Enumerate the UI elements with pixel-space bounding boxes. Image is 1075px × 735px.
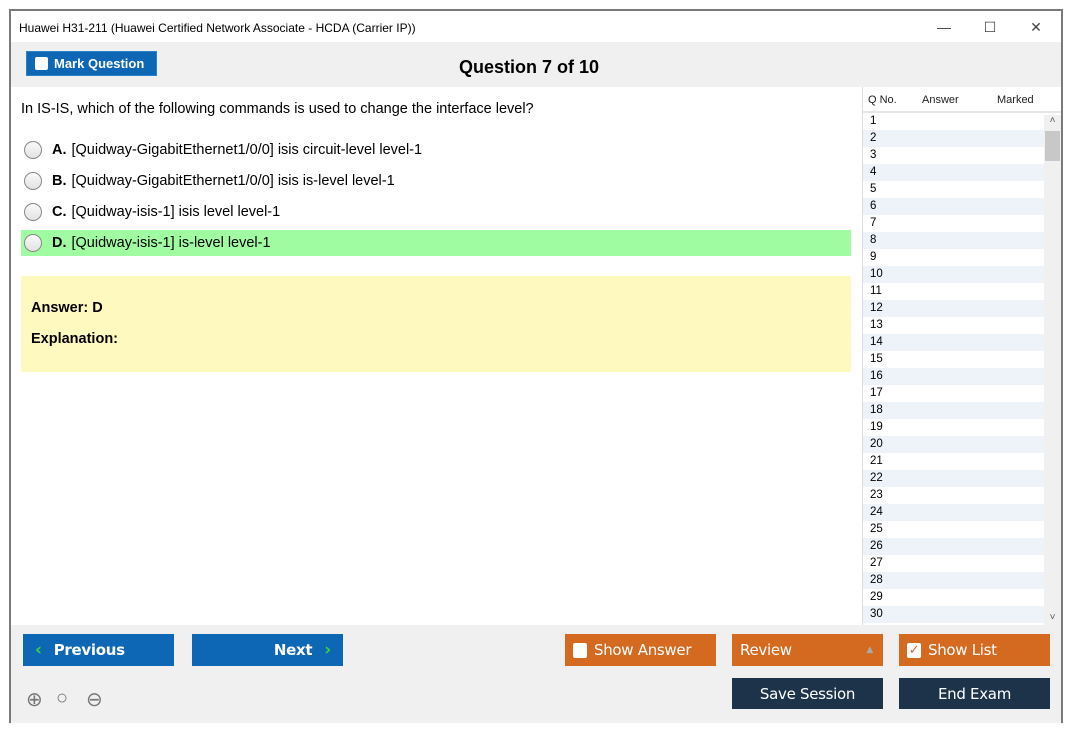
list-row[interactable]: 3 bbox=[870, 149, 877, 161]
radio-icon[interactable] bbox=[24, 141, 42, 159]
question-text: In IS-IS, which of the following command… bbox=[21, 101, 534, 117]
list-row[interactable]: 11 bbox=[870, 285, 882, 297]
radio-icon[interactable] bbox=[24, 203, 42, 221]
list-row[interactable]: 5 bbox=[870, 183, 877, 195]
list-row[interactable]: 21 bbox=[870, 455, 883, 467]
previous-button[interactable]: ‹ Previous bbox=[23, 634, 174, 666]
zoom-reset-icon[interactable]: ○ bbox=[56, 687, 69, 709]
option-a[interactable]: A. [Quidway-GigabitEthernet1/0/0] isis ci… bbox=[21, 137, 851, 163]
show-answer-label: Show Answer bbox=[594, 641, 692, 659]
radio-icon[interactable] bbox=[24, 234, 42, 252]
option-letter: C. bbox=[52, 204, 67, 220]
option-d[interactable]: D. [Quidway-isis-1] is-level level-1 bbox=[21, 230, 851, 256]
option-text: [Quidway-GigabitEthernet1/0/0] isis circ… bbox=[71, 142, 423, 158]
zoom-out-icon[interactable]: ⊖ bbox=[86, 689, 103, 711]
answer-box: Answer: D Explanation: bbox=[21, 276, 851, 372]
app-window: Huawei H31-211 (Huawei Certified Network… bbox=[9, 9, 1063, 723]
option-c[interactable]: C. [Quidway-isis-1] isis level level-1 bbox=[21, 199, 851, 225]
list-row[interactable]: 23 bbox=[870, 489, 883, 501]
review-dropdown[interactable]: Review ▲ bbox=[732, 634, 883, 666]
checkmark-icon: ✓ bbox=[907, 642, 921, 658]
list-row[interactable]: 7 bbox=[870, 217, 877, 229]
list-row[interactable]: 8 bbox=[863, 232, 1044, 249]
maximize-button[interactable]: ☐ bbox=[983, 19, 997, 35]
list-row[interactable]: 13 bbox=[870, 319, 883, 331]
scroll-down-icon[interactable]: ˅ bbox=[1049, 612, 1056, 623]
list-row[interactable]: 4 bbox=[863, 164, 1044, 181]
mark-question-label: Mark Question bbox=[54, 56, 145, 71]
minimize-button[interactable]: — bbox=[937, 19, 951, 35]
review-label: Review bbox=[740, 641, 792, 659]
list-row[interactable]: 15 bbox=[870, 353, 883, 365]
scroll-thumb[interactable] bbox=[1045, 131, 1060, 161]
list-header: Q No. Answer Marked bbox=[863, 87, 1061, 113]
list-row[interactable]: 22 bbox=[863, 470, 1044, 487]
scroll-up-icon[interactable]: ˄ bbox=[1049, 115, 1056, 126]
list-row[interactable]: 1 bbox=[870, 115, 877, 127]
save-session-button[interactable]: Save Session bbox=[732, 678, 883, 709]
list-rows: 1 2 3 4 5 6 7 8 9 10 11 12 13 14 15 16 17 18 19 20 21 22 23 24 2… bbox=[863, 113, 1061, 623]
col-qno[interactable]: Q No. bbox=[868, 94, 897, 106]
list-row[interactable]: 14 bbox=[863, 334, 1044, 351]
checkbox-icon bbox=[35, 57, 48, 70]
list-row[interactable]: 9 bbox=[870, 251, 877, 263]
window-title: Huawei H31-211 (Huawei Certified Network… bbox=[19, 21, 416, 35]
checkbox-icon bbox=[573, 642, 587, 658]
show-list-button[interactable]: ✓ Show List bbox=[899, 634, 1050, 666]
option-b[interactable]: B. [Quidway-GigabitEthernet1/0/0] isis is… bbox=[21, 168, 851, 194]
list-row[interactable]: 30 bbox=[863, 606, 1044, 623]
question-counter: Question 7 of 10 bbox=[458, 57, 600, 77]
list-row[interactable]: 2 bbox=[863, 130, 1044, 147]
list-row[interactable]: 29 bbox=[870, 591, 883, 603]
col-answer[interactable]: Answer bbox=[922, 94, 959, 106]
scrollbar[interactable]: ˄ ˅ bbox=[1044, 115, 1061, 625]
next-button[interactable]: Next › bbox=[192, 634, 343, 666]
option-letter: B. bbox=[52, 173, 67, 189]
chevron-left-icon: ‹ bbox=[35, 640, 42, 660]
list-row[interactable]: 20 bbox=[863, 436, 1044, 453]
list-row[interactable]: 19 bbox=[870, 421, 883, 433]
title-bar: Huawei H31-211 (Huawei Certified Network… bbox=[11, 11, 1061, 42]
option-text: [Quidway-isis-1] is-level level-1 bbox=[71, 235, 271, 251]
toolbar: Mark Question Question 7 of 10 bbox=[11, 42, 1061, 87]
list-row[interactable]: 16 bbox=[863, 368, 1044, 385]
zoom-in-icon[interactable]: ⊕ bbox=[26, 689, 43, 711]
chevron-right-icon: › bbox=[324, 640, 331, 660]
list-row[interactable]: 26 bbox=[863, 538, 1044, 555]
list-row[interactable]: 24 bbox=[863, 504, 1044, 521]
radio-icon[interactable] bbox=[24, 172, 42, 190]
bottom-bar: ‹ Previous Next › Show Answer Review ▲ ✓ Sho… bbox=[11, 625, 1061, 723]
caret-up-icon: ▲ bbox=[866, 645, 873, 655]
mark-question-button[interactable]: Mark Question bbox=[26, 51, 157, 76]
option-text: [Quidway-isis-1] isis level level-1 bbox=[71, 204, 281, 220]
list-row[interactable]: 25 bbox=[870, 523, 883, 535]
end-exam-button[interactable]: End Exam bbox=[899, 678, 1050, 709]
list-row[interactable]: 17 bbox=[870, 387, 883, 399]
list-row[interactable]: 28 bbox=[863, 572, 1044, 589]
question-list: Q No. Answer Marked 1 2 3 4 5 6 7 8 9 10 11 12 13 14 1… bbox=[862, 87, 1061, 625]
close-button[interactable]: ✕ bbox=[1030, 19, 1042, 35]
previous-label: Previous bbox=[53, 641, 125, 659]
option-text: [Quidway-GigabitEthernet1/0/0] isis is-l… bbox=[71, 173, 395, 189]
show-answer-button[interactable]: Show Answer bbox=[565, 634, 716, 666]
list-row[interactable]: 18 bbox=[863, 402, 1044, 419]
option-letter: D. bbox=[52, 235, 67, 251]
list-row[interactable]: 6 bbox=[863, 198, 1044, 215]
list-row[interactable]: 27 bbox=[870, 557, 883, 569]
list-row[interactable]: 10 bbox=[863, 266, 1044, 283]
next-label: Next bbox=[273, 641, 313, 659]
option-letter: A. bbox=[52, 142, 67, 158]
show-list-label: Show List bbox=[928, 641, 997, 659]
answer-label: Answer: D bbox=[31, 300, 103, 316]
explanation-label: Explanation: bbox=[31, 331, 119, 347]
col-marked[interactable]: Marked bbox=[997, 94, 1034, 106]
list-row[interactable]: 12 bbox=[863, 300, 1044, 317]
question-pane: In IS-IS, which of the following command… bbox=[11, 87, 861, 625]
